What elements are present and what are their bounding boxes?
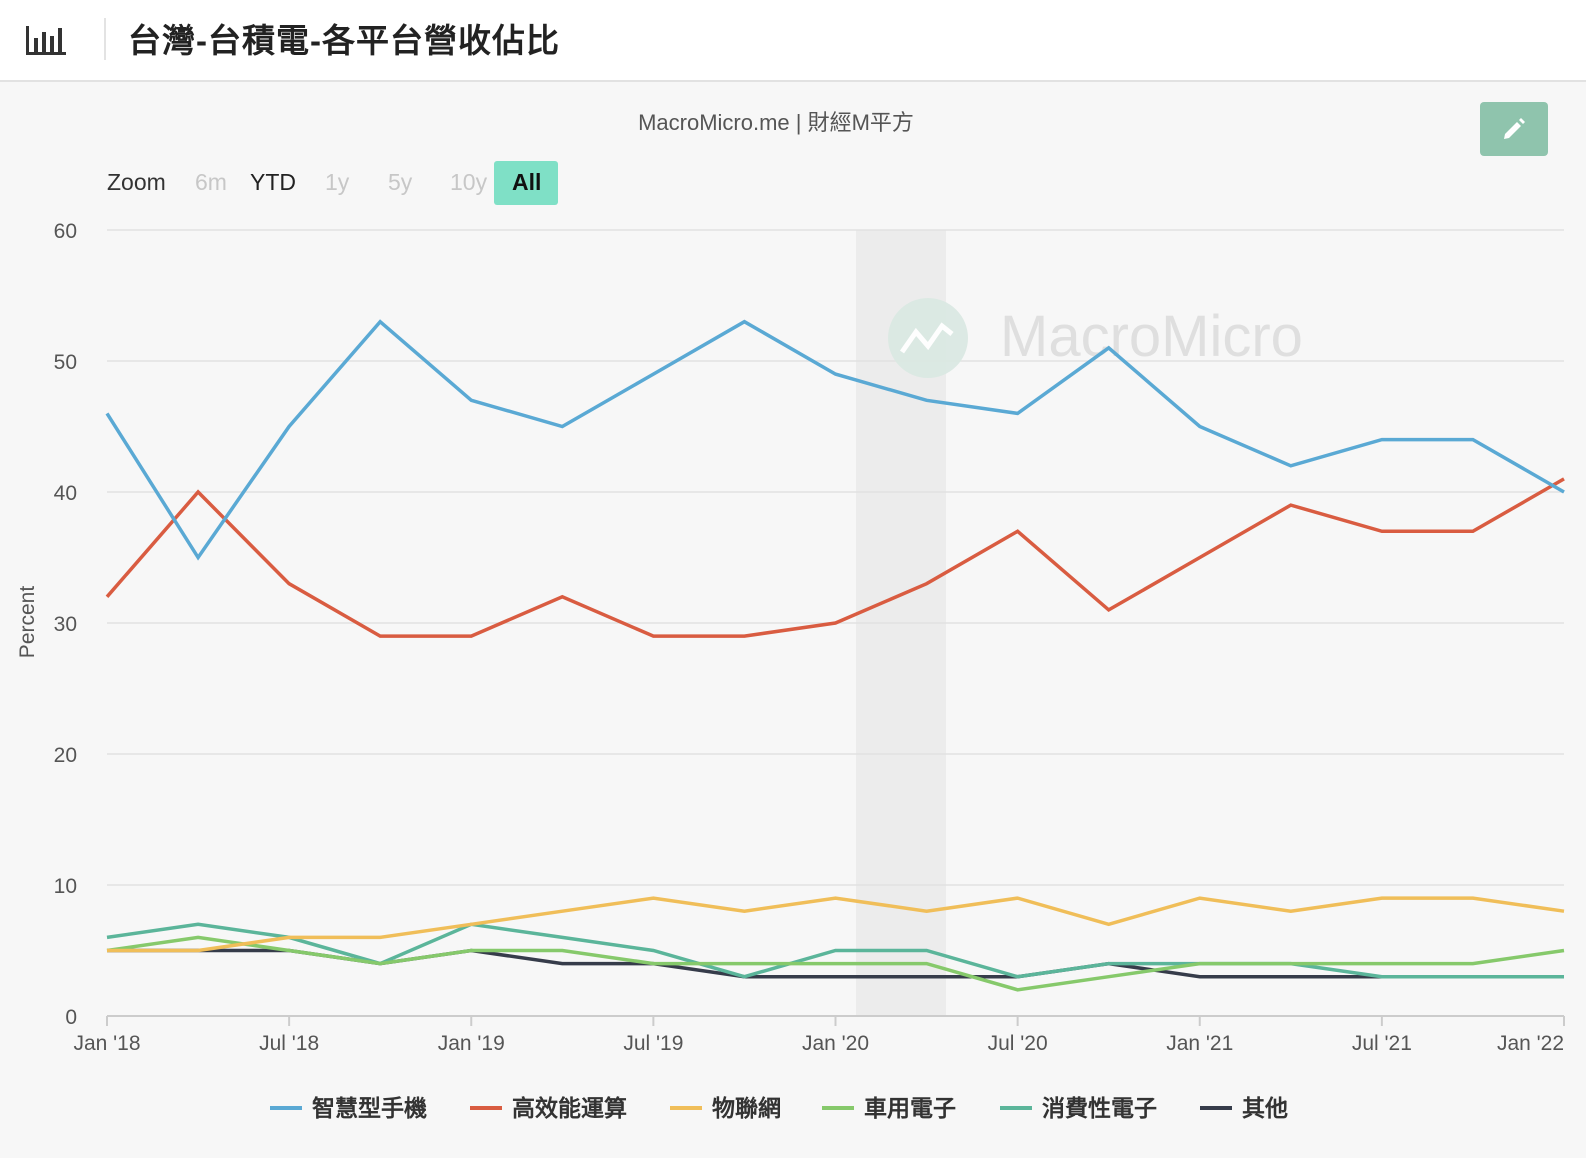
page-header: 台灣-台積電-各平台營收佔比 xyxy=(0,0,1586,82)
series-line[interactable] xyxy=(105,319,1565,561)
legend-label: 物聯網 xyxy=(712,1095,781,1121)
zoom-button-label: 1y xyxy=(325,169,350,195)
zoom-button-label: 6m xyxy=(195,169,227,195)
chart-subtitle: MacroMicro.me | 財經M平方 xyxy=(638,110,914,135)
zoom-button-label: 10y xyxy=(450,169,488,195)
zoom-button-ytd[interactable]: YTD xyxy=(250,169,296,195)
zoom-button-1y[interactable]: 1y xyxy=(325,169,350,195)
legend-label: 高效能運算 xyxy=(512,1095,627,1121)
zoom-button-10y[interactable]: 10y xyxy=(450,169,488,195)
y-axis-label: Percent xyxy=(16,586,39,659)
legend-item[interactable]: 高效能運算 xyxy=(470,1095,627,1121)
page-title: 台灣-台積電-各平台營收佔比 xyxy=(128,22,560,59)
y-tick-label: 50 xyxy=(54,351,77,374)
zoom-label: Zoom xyxy=(107,169,166,195)
legend-label: 消費性電子 xyxy=(1042,1095,1157,1121)
legend-label: 其他 xyxy=(1242,1095,1288,1121)
zoom-button-label: YTD xyxy=(250,169,296,195)
zoom-button-bg xyxy=(494,161,558,205)
zoom-button-label: 5y xyxy=(388,169,413,195)
pencil-icon xyxy=(1504,118,1525,139)
y-tick-label: 40 xyxy=(54,482,77,505)
header-divider xyxy=(104,18,106,60)
edit-button[interactable] xyxy=(1480,102,1548,156)
series-line[interactable] xyxy=(106,935,1565,992)
legend-item[interactable]: 消費性電子 xyxy=(1000,1095,1157,1121)
bar-chart-icon xyxy=(26,26,66,55)
watermark-text: MacroMicro xyxy=(1000,304,1303,369)
watermark: MacroMicro xyxy=(888,298,1303,378)
x-tick-label: Jul '19 xyxy=(623,1032,683,1055)
x-tick-label: Jan '21 xyxy=(1166,1032,1233,1055)
zoom-bar: Zoom 6m YTD 1y 5y 10y All xyxy=(107,161,558,205)
zoom-button-5y[interactable]: 5y xyxy=(388,169,413,195)
legend-label: 智慧型手機 xyxy=(312,1095,427,1121)
x-tick-label: Jul '18 xyxy=(259,1032,319,1055)
x-tick-label: Jul '21 xyxy=(1352,1032,1412,1055)
watermark-logo-icon xyxy=(888,298,968,378)
legend-item[interactable]: 車用電子 xyxy=(822,1095,956,1121)
y-tick-label: 60 xyxy=(54,220,77,243)
x-tick-label: Jan '22 xyxy=(1497,1032,1564,1055)
chart-panel xyxy=(0,82,1586,1158)
y-tick-label: 30 xyxy=(54,613,77,636)
zoom-button-6m[interactable]: 6m xyxy=(195,169,227,195)
series-line[interactable] xyxy=(107,896,1565,953)
y-tick-label: 20 xyxy=(54,744,77,767)
zoom-button-label: All xyxy=(512,169,541,195)
legend-item[interactable]: 物聯網 xyxy=(670,1095,781,1121)
y-tick-label: 10 xyxy=(54,875,77,898)
series-line[interactable] xyxy=(106,922,1564,979)
zoom-button-all[interactable]: All xyxy=(494,161,558,205)
legend-item[interactable]: 其他 xyxy=(1200,1095,1288,1121)
legend-label: 車用電子 xyxy=(864,1095,956,1121)
series-line[interactable] xyxy=(105,477,1565,638)
x-tick-label: Jul '20 xyxy=(988,1032,1048,1055)
x-tick-label: Jan '20 xyxy=(802,1032,869,1055)
x-tick-label: Jan '19 xyxy=(438,1032,505,1055)
legend-item[interactable]: 智慧型手機 xyxy=(270,1095,427,1121)
x-tick-label: Jan '18 xyxy=(73,1032,140,1055)
y-tick-label: 0 xyxy=(65,1006,77,1029)
